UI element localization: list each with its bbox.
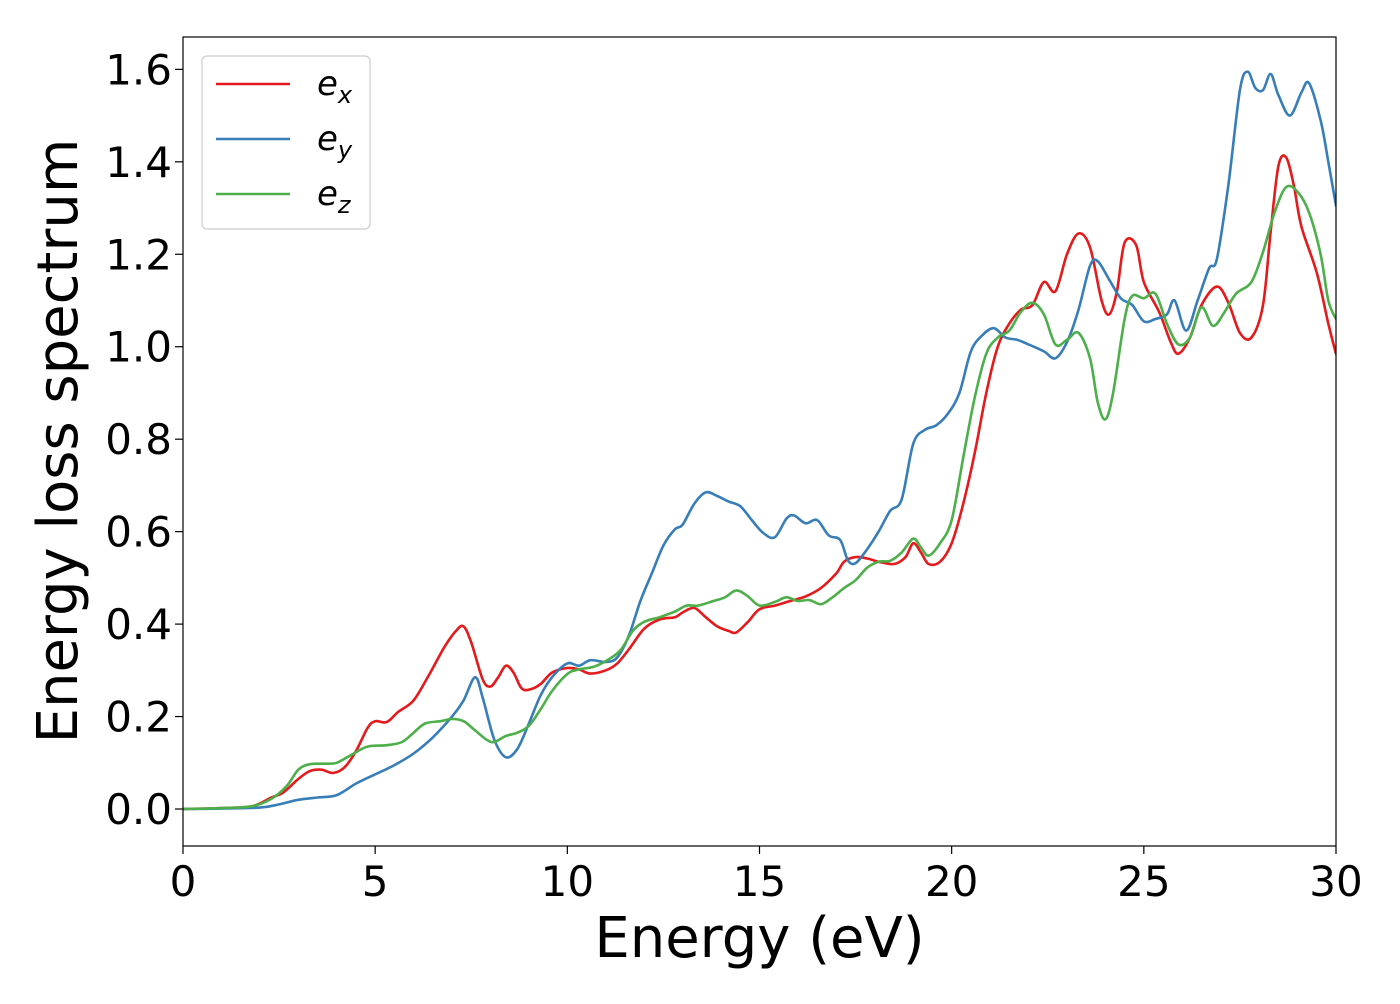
x-tick-label: 5 — [362, 857, 389, 906]
x-tick-label: 30 — [1309, 857, 1362, 906]
x-axis-label: Energy (eV) — [594, 906, 924, 971]
x-tick-label: 15 — [733, 857, 786, 906]
legend-label-ey: ey — [317, 119, 353, 164]
legend-frame — [201, 55, 371, 230]
y-tick-label: 0.0 — [105, 785, 172, 834]
series-line-ex — [183, 154, 1336, 811]
legend-label-ez: ez — [317, 174, 352, 219]
x-axis-ticks: 0 5 10 15 20 25 30 — [170, 846, 1363, 906]
y-tick-label: 0.2 — [105, 693, 172, 742]
y-tick-label: 0.8 — [105, 415, 172, 464]
x-tick-label: 25 — [1117, 857, 1170, 906]
y-tick-label: 1.6 — [105, 45, 172, 94]
x-tick-label: 20 — [925, 857, 978, 906]
x-tick-label: 10 — [541, 857, 594, 906]
y-tick-label: 1.2 — [105, 230, 172, 279]
series-line-ey — [183, 70, 1336, 811]
y-tick-label: 1.0 — [105, 323, 172, 372]
x-tick-label: 0 — [170, 857, 197, 906]
y-axis-ticks: 0.0 0.2 0.4 0.6 0.8 1.0 1.2 1.4 1.6 — [105, 45, 183, 834]
y-tick-label: 1.4 — [105, 138, 172, 187]
y-tick-label: 0.6 — [105, 508, 172, 557]
legend: ex ey ez — [201, 55, 371, 230]
y-axis-label: Energy loss spectrum — [26, 139, 91, 744]
series-layer — [183, 70, 1336, 811]
y-tick-label: 0.4 — [105, 600, 172, 649]
legend-label-ex: ex — [317, 64, 353, 109]
series-line-ez — [183, 184, 1336, 811]
